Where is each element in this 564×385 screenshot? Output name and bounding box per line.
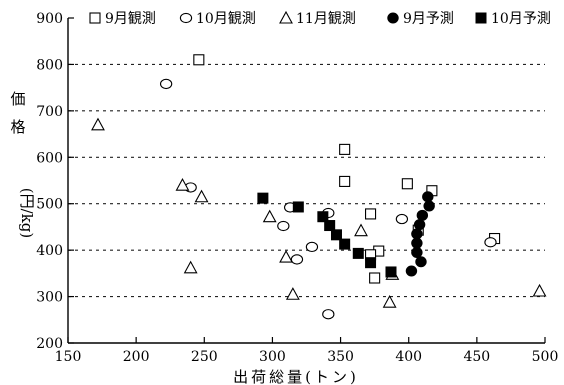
axes (67, 18, 545, 344)
point-s2-10 (532, 283, 547, 297)
point-s2-2 (194, 189, 209, 203)
point-s0-4 (401, 178, 413, 190)
point-s3-5 (411, 237, 423, 249)
point-s1-7 (322, 309, 335, 320)
x-axis-title: 出荷総量(トン) (233, 368, 359, 385)
grid-lines (68, 63, 545, 298)
point-s1-9 (484, 237, 497, 248)
legend-label-4: 10月予測 (491, 11, 551, 27)
point-s4-6 (352, 247, 364, 259)
x-tick-label: 200 (123, 349, 150, 365)
legend-marker-2 (279, 10, 293, 24)
point-s3-3 (413, 219, 426, 231)
legend-label-3: 9月予測 (403, 11, 454, 27)
point-s1-4 (290, 254, 304, 265)
point-s0-1 (339, 143, 351, 155)
point-s3-0 (422, 191, 434, 203)
x-tick-label: 500 (532, 349, 559, 365)
data-points (91, 54, 547, 320)
point-s2-0 (91, 117, 105, 131)
point-s2-7 (354, 223, 368, 237)
x-tick-label: 350 (327, 349, 354, 365)
x-tick-label: 400 (395, 349, 422, 365)
point-s0-8 (369, 272, 381, 284)
point-s3-1 (423, 200, 435, 212)
y-tick-label: 300 (36, 290, 63, 306)
point-s4-4 (330, 229, 342, 241)
legend-label-0: 9月観測 (105, 10, 156, 27)
point-s3-4 (411, 228, 423, 240)
point-s4-3 (324, 220, 336, 232)
point-s2-8 (382, 294, 397, 308)
y-tick-label: 700 (36, 104, 63, 120)
point-s3-6 (411, 246, 423, 258)
legend-marker-0 (89, 12, 101, 24)
y-tick-label: 900 (36, 11, 63, 27)
point-s2-5 (279, 249, 293, 263)
point-s2-4 (262, 209, 277, 223)
legend-marker-1 (179, 12, 193, 24)
point-s4-0 (257, 192, 269, 204)
point-s0-0 (193, 54, 205, 66)
x-tick-label: 450 (463, 349, 490, 365)
point-s0-2 (339, 175, 351, 187)
y-tick-label: 600 (36, 150, 63, 166)
point-s3-2 (416, 209, 429, 221)
point-s0-3 (365, 208, 377, 220)
point-s3-7 (415, 256, 427, 268)
legend-marker-3 (387, 12, 399, 24)
x-tick-label: 150 (55, 349, 82, 365)
point-s1-5 (305, 241, 319, 253)
y-axis-title-unit: (円/kg) (18, 188, 36, 238)
point-s2-3 (183, 260, 198, 274)
x-tick-label: 300 (259, 349, 286, 365)
point-s4-5 (339, 238, 351, 250)
x-tick-label: 250 (191, 349, 218, 365)
legend: 9月観測 10月観測 11月観測 9月予測 10月予測 (89, 10, 551, 27)
y-tick-label: 200 (36, 336, 63, 352)
point-s2-1 (175, 177, 190, 191)
legend-marker-4 (475, 12, 487, 24)
y-tick-label: 500 (36, 197, 63, 213)
point-s3-8 (405, 265, 418, 277)
y-tick-label: 800 (36, 57, 63, 73)
y-axis-title-char-1: 価 (10, 90, 25, 108)
point-s4-2 (317, 211, 329, 223)
y-tick-label: 400 (36, 243, 63, 259)
point-s2-6 (285, 287, 300, 300)
point-s4-1 (292, 201, 304, 213)
legend-label-1: 10月観測 (196, 10, 256, 27)
point-s4-8 (385, 266, 397, 278)
point-s4-7 (365, 257, 377, 269)
point-s1-8 (395, 213, 409, 225)
point-s1-3 (277, 220, 290, 232)
legend-label-2: 11月観測 (296, 10, 356, 27)
point-s1-0 (159, 78, 173, 90)
y-axis-title-char-2: 格 (10, 118, 25, 136)
